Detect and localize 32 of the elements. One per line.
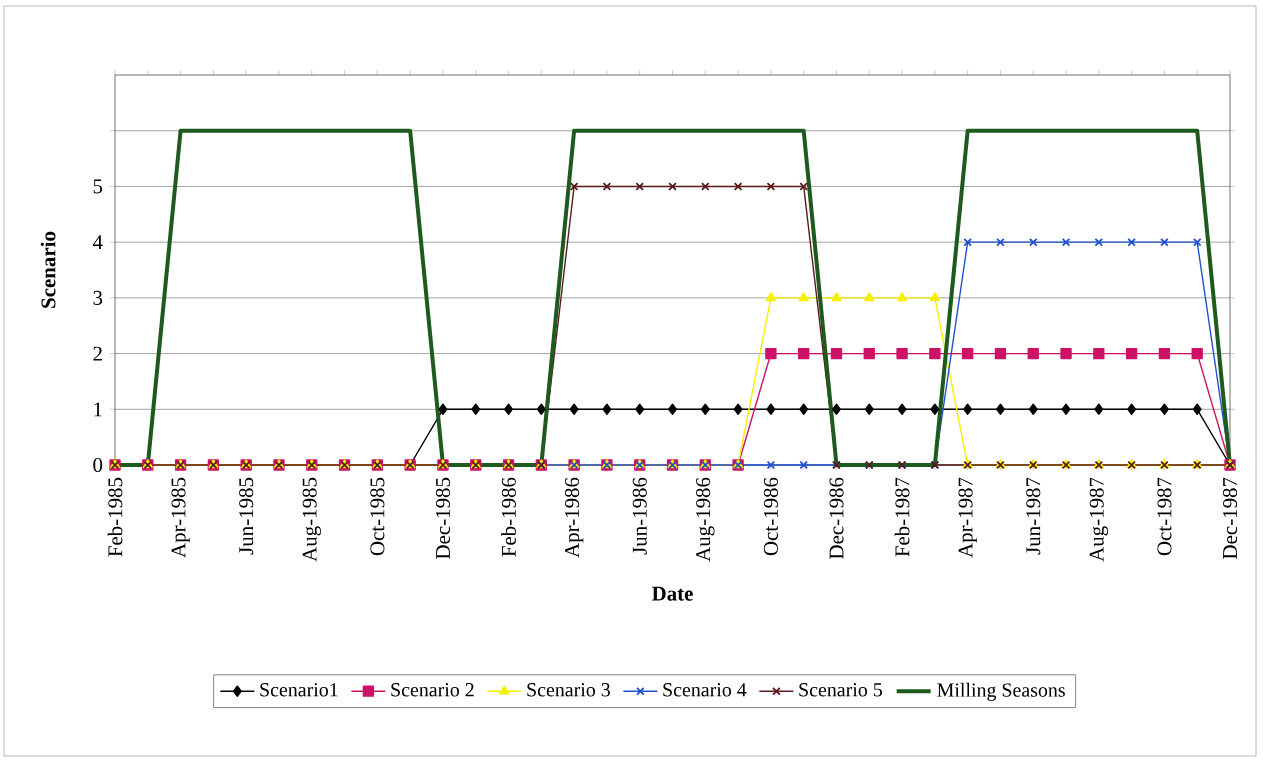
y-tick-label: 5: [93, 179, 103, 194]
x-tick-label: Aug-1985: [302, 477, 321, 562]
legend-label: Scenario 3: [527, 683, 610, 697]
legend-label: Scenario 2: [391, 683, 474, 697]
x-tick-label: Dec-1987: [1222, 477, 1238, 559]
y-tick-label: 2: [93, 346, 102, 361]
x-tick-label: Feb-1986: [501, 477, 516, 557]
legend-label: Scenario1: [260, 683, 338, 697]
y-tick-label: 3: [93, 290, 103, 305]
x-tick-label: Jun-1985: [239, 477, 254, 555]
x-tick-label: Apr-1986: [564, 477, 584, 558]
x-tick-label: Oct-1985: [370, 477, 385, 556]
legend-label: Milling Seasons: [937, 682, 1065, 701]
x-tick-label: Dec-1985: [435, 477, 451, 559]
x-tick-label: Jun-1987: [1026, 477, 1041, 555]
x-tick-label: Aug-1986: [696, 477, 715, 562]
legend-label: Scenario 5: [799, 683, 882, 697]
legend-label: Scenario 4: [663, 683, 747, 697]
x-tick-label: Apr-1987: [958, 477, 977, 558]
y-axis-title: Scenario: [40, 231, 56, 308]
x-axis-title: Date: [651, 586, 693, 601]
x-tick-label: Feb-1985: [107, 477, 123, 557]
x-tick-label: Aug-1987: [1089, 477, 1109, 562]
x-tick-label: Dec-1986: [829, 477, 844, 559]
x-tick-label: Oct-1986: [763, 477, 778, 556]
y-tick-label: 1: [94, 402, 102, 417]
x-tick-label: Oct-1987: [1157, 477, 1172, 556]
y-tick-label: 0: [93, 457, 103, 473]
x-tick-label: Feb-1987: [894, 477, 910, 557]
x-tick-label: Jun-1986: [632, 477, 647, 555]
y-tick-label: 4: [92, 235, 103, 250]
x-tick-label: Apr-1985: [171, 477, 190, 558]
